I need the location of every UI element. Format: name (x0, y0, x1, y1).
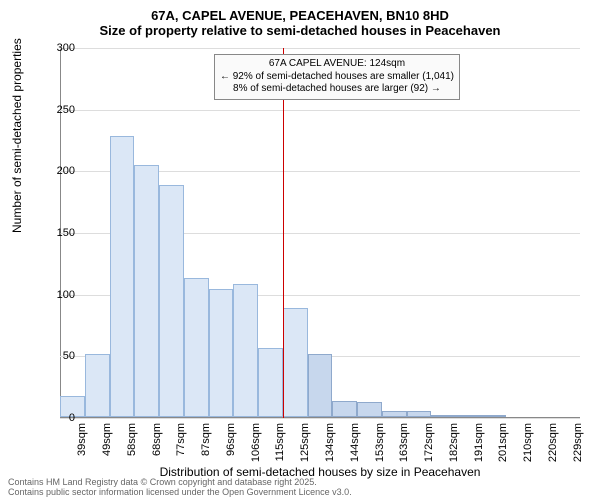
x-tick-label: 229sqm (572, 423, 584, 462)
y-tick-label: 100 (45, 289, 75, 301)
histogram-bar (184, 278, 209, 417)
y-tick-label: 250 (45, 104, 75, 116)
y-tick-label: 50 (45, 350, 75, 362)
x-tick-label: 49sqm (101, 423, 113, 456)
y-tick-label: 300 (45, 42, 75, 54)
x-tick-label: 87sqm (200, 423, 212, 456)
histogram-bar (308, 354, 333, 417)
y-axis-label: Number of semi-detached properties (10, 38, 24, 233)
x-tick-label: 134sqm (324, 423, 336, 462)
info-box-line: ← 92% of semi-detached houses are smalle… (220, 71, 454, 84)
x-tick-label: 96sqm (225, 423, 237, 456)
grid-line (60, 48, 580, 49)
x-tick-label: 115sqm (274, 423, 286, 461)
chart-footer: Contains HM Land Registry data © Crown c… (8, 478, 352, 498)
x-tick-label: 191sqm (473, 423, 485, 462)
property-marker-line (283, 48, 284, 418)
y-tick-label: 200 (45, 165, 75, 177)
x-tick-label: 39sqm (76, 423, 88, 456)
chart-title-sub: Size of property relative to semi-detach… (0, 23, 600, 44)
x-tick-label: 220sqm (547, 423, 559, 462)
x-tick-label: 182sqm (448, 423, 460, 462)
histogram-bar (283, 308, 308, 417)
grid-line (60, 418, 580, 419)
x-tick-label: 201sqm (497, 423, 509, 462)
grid-line (60, 110, 580, 111)
property-info-box: 67A CAPEL AVENUE: 124sqm← 92% of semi-de… (214, 54, 460, 100)
histogram-bar (209, 289, 234, 417)
x-tick-label: 58sqm (126, 423, 138, 456)
x-tick-label: 68sqm (151, 423, 163, 456)
histogram-bar (456, 415, 481, 417)
footer-line-2: Contains public sector information licen… (8, 488, 352, 498)
histogram-bar (85, 354, 110, 417)
x-tick-label: 172sqm (423, 423, 435, 462)
y-tick-label: 0 (45, 412, 75, 424)
x-tick-label: 125sqm (299, 423, 311, 462)
x-tick-label: 77sqm (175, 423, 187, 456)
histogram-bar (332, 401, 357, 417)
x-tick-label: 210sqm (522, 423, 534, 462)
histogram-bar (481, 415, 506, 417)
x-tick-label: 144sqm (349, 423, 361, 462)
x-tick-label: 163sqm (398, 423, 410, 462)
info-box-line: 67A CAPEL AVENUE: 124sqm (220, 58, 454, 71)
y-tick-label: 150 (45, 227, 75, 239)
histogram-bar (382, 411, 407, 417)
histogram-bar (357, 402, 382, 417)
plot-area: 67A CAPEL AVENUE: 124sqm← 92% of semi-de… (60, 48, 580, 418)
histogram-bar (407, 411, 432, 417)
histogram-bar (258, 348, 283, 417)
info-box-line: 8% of semi-detached houses are larger (9… (220, 83, 454, 96)
histogram-bar (233, 284, 258, 417)
x-tick-label: 106sqm (250, 423, 262, 462)
histogram-bar (134, 165, 159, 417)
histogram-bar (159, 185, 184, 417)
histogram-bar (431, 415, 456, 417)
chart-container: { "chart": { "type": "histogram", "title… (0, 0, 600, 500)
x-tick-label: 153sqm (374, 423, 386, 462)
histogram-bar (110, 136, 135, 417)
chart-title-main: 67A, CAPEL AVENUE, PEACEHAVEN, BN10 8HD (0, 0, 600, 23)
